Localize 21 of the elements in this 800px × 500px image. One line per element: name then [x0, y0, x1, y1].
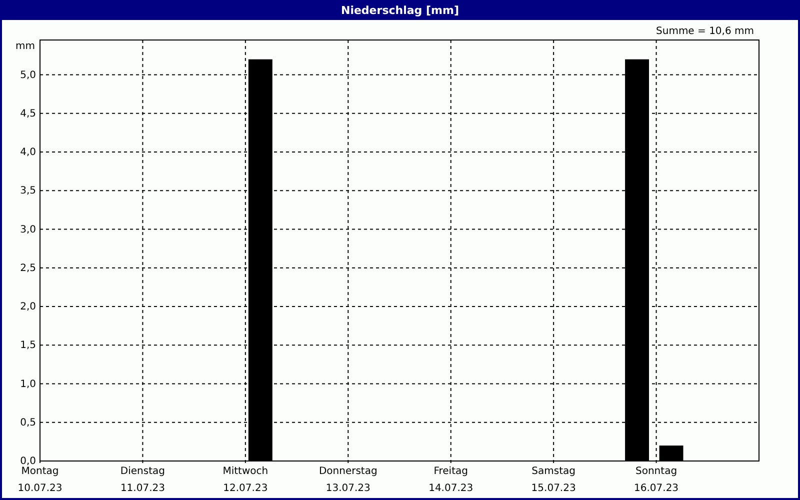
y-tick-label: 4,5 — [20, 108, 36, 120]
chart-title: Niederschlag [mm] — [341, 4, 459, 17]
y-tick-label: 3,0 — [20, 224, 36, 236]
x-tick-label: Freitag 14.07.23 — [428, 466, 474, 494]
x-tick-label: Sonntag 16.07.23 — [634, 466, 679, 494]
x-tick-label: Samstag 15.07.23 — [531, 466, 576, 494]
x-tick-label: Montag 10.07.23 — [18, 466, 62, 494]
text: Summe = 10,6 mm — [656, 26, 754, 37]
y-tick-label: 5,0 — [20, 70, 36, 81]
y-tick-label: 0,5 — [20, 417, 36, 428]
y-tick-label: 0,0 — [20, 456, 36, 467]
y-tick-label: 1,5 — [20, 340, 36, 352]
y-tick-label: 2,5 — [20, 262, 36, 274]
y-tick-label: 3,5 — [20, 186, 36, 197]
x-tick-label: Mittwoch 12.07.23 — [222, 466, 268, 494]
y-tick-label: 2,0 — [20, 302, 36, 313]
x-tick-label: Dienstag 11.07.23 — [120, 466, 166, 494]
y-tick-label: 4,0 — [20, 147, 36, 158]
y-axis-title: mm — [16, 41, 35, 52]
y-tick-label: 1,0 — [20, 378, 36, 390]
x-tick-label: Donnerstag 13.07.23 — [318, 466, 378, 494]
